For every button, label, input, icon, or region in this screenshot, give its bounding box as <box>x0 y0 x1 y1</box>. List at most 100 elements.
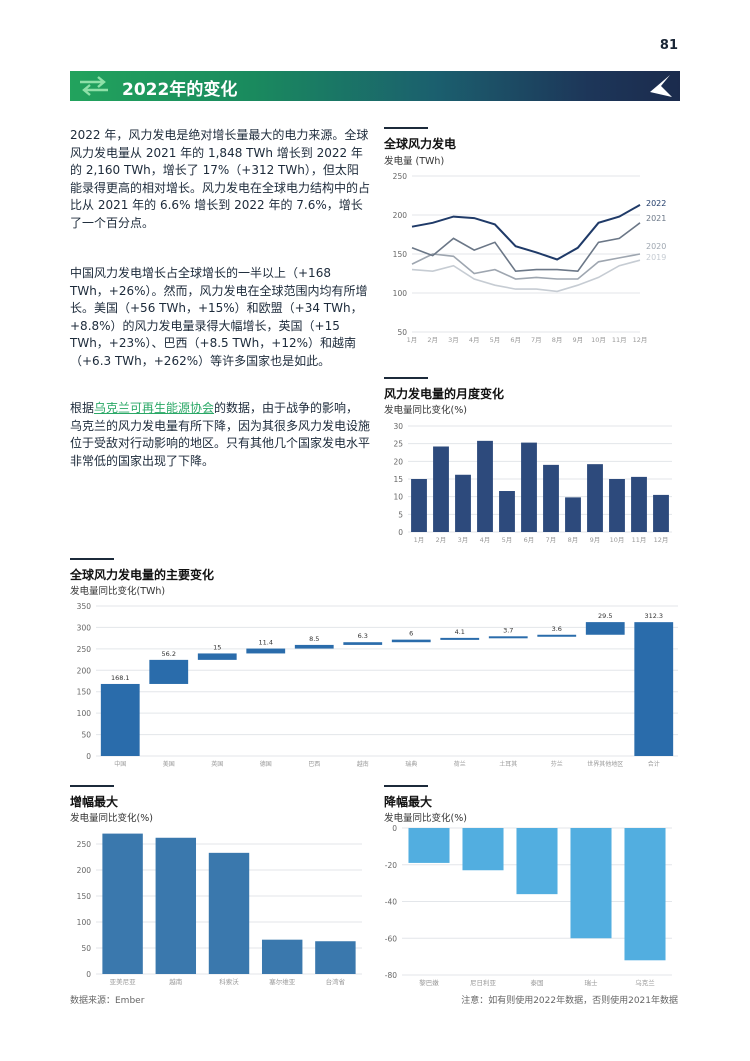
monthly-bar <box>411 479 427 532</box>
monthly-chart-x-tick-label: 9月 <box>590 536 601 544</box>
waterfall-value-label: 15 <box>213 643 221 651</box>
monthly-bar <box>609 479 625 532</box>
waterfall-chart-x-tick-label: 德国 <box>260 760 272 768</box>
waterfall-value-label: 11.4 <box>259 639 273 647</box>
data-note-footer: 注意：如有则使用2022年数据，否则使用2021年数据 <box>461 996 678 1006</box>
monthly-bar <box>543 464 559 532</box>
page-number: 81 <box>659 38 678 53</box>
line-chart-x-tick-label: 5月 <box>490 336 501 344</box>
monthly-chart-x-tick-label: 6月 <box>524 536 535 544</box>
series-label-2019: 2019 <box>646 253 666 262</box>
china-paragraph: 中国风力发电增长占全球增长的一半以上（+168 TWh，+26%）。然而，风力发… <box>70 266 368 368</box>
monthly-chart-x-tick-label: 2月 <box>436 536 447 544</box>
waterfall-value-label: 4.1 <box>455 628 465 636</box>
increase-chart-y-tick-label: 50 <box>81 944 91 953</box>
waterfall-bar <box>197 653 237 660</box>
increase-chart-y-tick-label: 100 <box>77 918 92 927</box>
increase-chart-y-tick-label: 200 <box>77 866 92 875</box>
monthly-chart-title: 风力发电量的月度变化 <box>384 387 505 401</box>
decrease-chart-y-tick-label: 0 <box>392 824 397 833</box>
monthly-chart-x-tick-label: 7月 <box>546 536 557 544</box>
line-chart-y-tick-label: 200 <box>393 211 408 220</box>
waterfall-chart-y-tick-label: 0 <box>86 752 91 761</box>
waterfall-chart-x-tick-label: 巴西 <box>308 761 320 768</box>
waterfall-value-label: 8.5 <box>309 635 319 643</box>
major-changes-waterfall-chart: 0 50 100 150 200 250 300 350 168.1 56.2 15 11.4 8.5 6… <box>77 602 678 768</box>
series-label-2021: 2021 <box>646 214 666 223</box>
waterfall-chart-y-tick-label: 350 <box>77 602 92 611</box>
monthly-bar <box>521 442 537 532</box>
largest-decrease-title: 降幅最大 <box>384 795 433 809</box>
monthly-chart-x-tick-label: 5月 <box>502 536 513 544</box>
monthly-bar <box>455 474 471 532</box>
increase-bar <box>208 852 250 974</box>
largest-increase-bar-chart: 0 50 100 150 200 250 亚美尼亚 越南 科索沃 塞尔维亚 台湾省 <box>77 833 362 986</box>
increase-chart-x-tick-label: 越南 <box>169 977 183 986</box>
swap-arrows-icon <box>80 76 108 96</box>
increase-chart-x-tick-label: 亚美尼亚 <box>110 977 137 986</box>
waterfall-chart-y-tick-label: 50 <box>81 731 91 740</box>
global-wind-line-chart: 50 100 150 200 250 1月 2月 3月 4月 5月 6月 7月 8月 9月 10月 11月 12… <box>393 172 667 344</box>
ukraine-paragraph: 根据乌克兰可再生能源协会的数据，由于战争的影响，乌克兰的风力发电量有所下降，因为… <box>70 400 370 470</box>
waterfall-chart-y-tick-label: 300 <box>77 623 92 632</box>
increase-chart-x-tick-label: 塞尔维亚 <box>269 977 296 986</box>
line-chart-subtitle: 发电量 (TWh) <box>384 156 445 167</box>
waterfall-chart-x-tick-label: 越南 <box>357 760 369 768</box>
decrease-bar <box>516 828 558 895</box>
monthly-chart-y-tick-label: 15 <box>393 475 403 484</box>
series-line-2019 <box>411 259 641 293</box>
increase-bar <box>261 939 303 974</box>
monthly-bar <box>499 491 515 532</box>
monthly-chart-y-tick-label: 10 <box>393 493 403 502</box>
decrease-chart-x-tick-label: 瑞士 <box>585 978 599 987</box>
ukraine-paragraph-lead: 根据 <box>70 401 95 415</box>
monthly-chart-y-tick-label: 20 <box>393 457 403 466</box>
line-chart-title: 全球风力发电 <box>384 137 457 151</box>
increase-bar <box>315 941 356 974</box>
decrease-chart-x-tick-label: 尼日利亚 <box>470 978 497 987</box>
monthly-chart-x-tick-label: 3月 <box>458 536 469 544</box>
monthly-bar <box>653 494 669 532</box>
waterfall-chart-x-tick-label: 土耳其 <box>499 760 517 768</box>
monthly-bar <box>587 464 603 532</box>
waterfall-chart-x-tick-label: 合计 <box>648 760 660 768</box>
decrease-chart-y-tick-label: -40 <box>385 898 397 907</box>
largest-increase-title: 增幅最大 <box>70 795 119 809</box>
largest-increase-rule <box>70 785 114 787</box>
line-chart-x-tick-label: 11月 <box>612 336 627 344</box>
data-source-footer: 数据来源：Ember <box>70 996 145 1006</box>
waterfall-bar <box>488 636 528 639</box>
waterfall-bar <box>440 637 480 640</box>
series-label-2022: 2022 <box>646 199 666 208</box>
line-chart-rule <box>384 127 428 129</box>
waterfall-chart-y-tick-label: 250 <box>77 645 92 654</box>
decrease-chart-x-tick-label: 泰国 <box>531 978 544 987</box>
wind-turbine-logo-icon <box>650 75 672 97</box>
line-chart-x-tick-label: 10月 <box>591 336 606 344</box>
section-banner: 2022年的变化 <box>70 71 680 101</box>
waterfall-bar <box>149 659 189 684</box>
monthly-chart-y-tick-label: 25 <box>393 440 403 449</box>
increase-bar <box>102 833 143 974</box>
monthly-chart-subtitle: 发电量同比变化(%) <box>384 405 467 416</box>
series-line-2022 <box>411 204 641 261</box>
waterfall-bar <box>246 648 286 654</box>
decrease-bar <box>624 828 666 961</box>
line-chart-y-tick-label: 50 <box>397 328 407 337</box>
increase-bar <box>155 837 197 974</box>
increase-chart-y-tick-label: 150 <box>77 892 92 901</box>
series-line-2020 <box>411 253 641 280</box>
line-chart-y-tick-label: 150 <box>393 250 408 259</box>
waterfall-value-label: 168.1 <box>111 674 130 682</box>
decrease-bar <box>408 828 450 863</box>
waterfall-bar <box>537 634 577 637</box>
waterfall-chart-y-tick-label: 150 <box>77 688 92 697</box>
line-chart-x-tick-label: 8月 <box>552 336 563 344</box>
ukraine-association-link[interactable]: 乌克兰可再生能源协会 <box>94 401 215 415</box>
line-chart-x-tick-label: 3月 <box>448 336 459 344</box>
series-label-2020: 2020 <box>646 242 666 251</box>
monthly-bar <box>565 497 581 532</box>
waterfall-bar <box>585 622 625 635</box>
decrease-chart-x-tick-label: 黎巴嫩 <box>419 978 439 987</box>
waterfall-chart-x-tick-label: 芬兰 <box>551 760 563 768</box>
